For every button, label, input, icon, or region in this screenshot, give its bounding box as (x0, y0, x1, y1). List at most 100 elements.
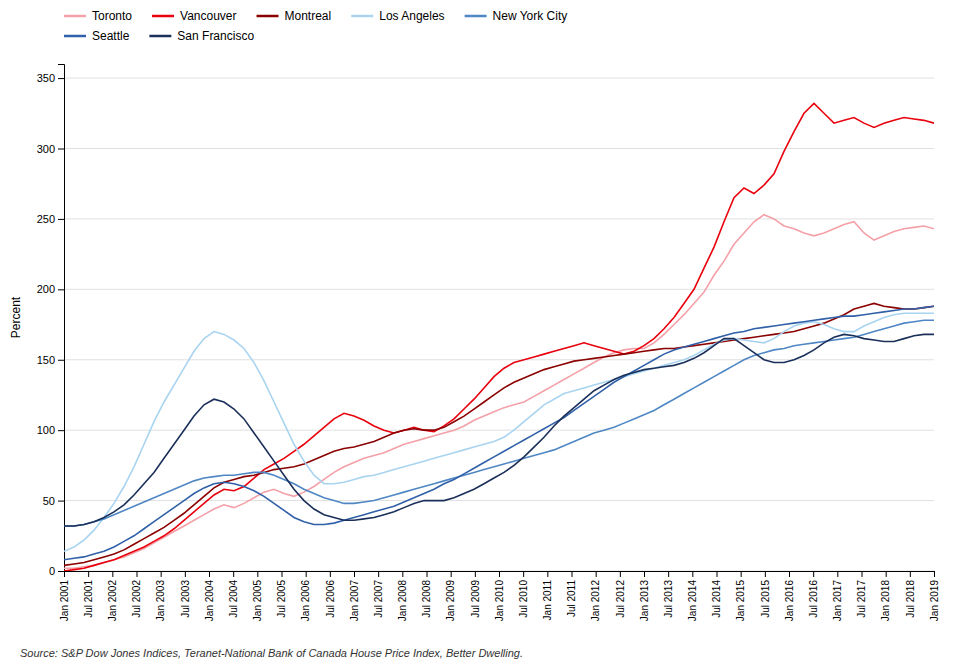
x-tick: Jan 2009 (445, 571, 456, 621)
x-tick: Jan 2018 (880, 571, 891, 621)
x-tick-mark (306, 571, 307, 577)
x-tick-mark (813, 571, 814, 577)
x-tick-label: Jan 2010 (494, 580, 505, 622)
legend-item: Montreal (257, 9, 332, 23)
legend-label: Seattle (92, 29, 130, 43)
x-tick-mark (668, 571, 669, 577)
y-tick-mark (58, 430, 64, 431)
x-tick-mark (161, 571, 162, 577)
x-tick-mark (523, 571, 524, 577)
x-tick-mark (88, 571, 89, 577)
y-axis-title: Percent (9, 296, 23, 338)
x-tick: Jul 2015 (760, 571, 771, 618)
y-tick-mark (58, 289, 64, 290)
x-tick-label: Jul 2006 (325, 580, 336, 618)
y-tick: 0 (49, 565, 64, 577)
x-tick: Jul 2018 (905, 571, 916, 618)
x-tick: Jul 2011 (566, 571, 577, 617)
x-tick-label: Jan 2008 (397, 580, 408, 622)
x-tick-mark (837, 571, 838, 577)
x-tick-mark (112, 571, 113, 577)
x-tick: Jul 2012 (615, 571, 626, 618)
series-line (64, 313, 934, 551)
y-tick-mark (58, 360, 64, 361)
x-tick-mark (499, 571, 500, 577)
x-tick: Jan 2012 (590, 571, 601, 621)
y-tick-mark (58, 571, 64, 572)
y-tick-mark (58, 78, 64, 79)
x-tick-mark (862, 571, 863, 577)
y-tick: 50 (43, 495, 64, 507)
annotation: Source: S&P Dow Jones Indices, Teranet-N… (20, 647, 523, 659)
x-tick: Jan 2007 (349, 571, 360, 621)
x-tick-label: Jul 2004 (228, 580, 239, 618)
x-tick-mark (572, 571, 573, 577)
legend-swatch (64, 15, 86, 18)
x-tick: Jul 2010 (518, 571, 529, 618)
x-tick: Jul 2004 (228, 571, 239, 618)
series-line (64, 303, 934, 565)
y-axis: 050100150200250300350 (37, 65, 65, 578)
x-tick-label: Jul 2002 (131, 580, 142, 618)
x-tick-mark (402, 571, 403, 577)
legend-item: Vancouver (152, 9, 236, 23)
legend-item: Seattle (64, 29, 130, 43)
x-tick-label: Jul 2007 (373, 580, 384, 618)
series-line (64, 320, 934, 526)
x-tick-label: Jul 2010 (518, 580, 529, 618)
x-tick-label: Jan 2007 (349, 580, 360, 622)
y-tick-label: 200 (37, 283, 55, 295)
legend-item: Los Angeles (351, 9, 444, 23)
legend-swatch (351, 15, 373, 18)
legend-label: Montreal (285, 9, 332, 23)
series-line (64, 306, 934, 560)
x-tick-label: Jan 2018 (880, 580, 891, 622)
x-tick: Jan 2001 (59, 571, 70, 621)
x-axis: Jan 2001Jul 2001Jan 2002Jul 2002Jan 2003… (59, 571, 940, 621)
x-tick-mark (547, 571, 548, 577)
y-tick-label: 0 (49, 565, 55, 577)
y-tick-label: 300 (37, 143, 55, 155)
x-tick: Jul 2017 (856, 571, 867, 618)
x-axis-line (65, 572, 935, 578)
legend-label: San Francisco (177, 29, 254, 43)
y-tick-mark (58, 501, 64, 502)
legend-swatch (152, 15, 174, 18)
x-tick-label: Jan 2019 (929, 580, 940, 622)
x-tick-label: Jan 2003 (155, 580, 166, 622)
x-tick-mark (789, 571, 790, 577)
x-tick: Jan 2010 (494, 571, 505, 621)
x-tick-label: Jul 2003 (180, 580, 191, 618)
series-line (64, 334, 934, 526)
y-tick-mark (58, 149, 64, 150)
x-tick-label: Jul 2012 (615, 580, 626, 618)
x-tick-mark (185, 571, 186, 577)
x-tick: Jul 2005 (276, 571, 287, 618)
legend-item: San Francisco (149, 29, 254, 43)
x-tick-mark (717, 571, 718, 577)
chart: Jan 2001Jul 2001Jan 2002Jul 2002Jan 2003… (0, 0, 960, 667)
legend-item: New York City (465, 9, 568, 23)
x-tick-label: Jul 2014 (711, 580, 722, 618)
x-tick-mark (910, 571, 911, 577)
legend-swatch (465, 15, 487, 18)
x-tick-mark (378, 571, 379, 577)
x-tick-label: Jul 2011 (566, 580, 577, 618)
y-tick: 300 (37, 143, 64, 155)
x-tick: Jan 2005 (252, 571, 263, 621)
x-tick-label: Jul 2016 (808, 580, 819, 618)
x-tick: Jul 2001 (83, 571, 94, 618)
grid-line (64, 289, 934, 290)
x-tick-mark (644, 571, 645, 577)
x-tick-mark (209, 571, 210, 577)
y-tick: 200 (37, 283, 64, 295)
grid (64, 78, 934, 571)
x-tick-label: Jan 2001 (59, 580, 70, 622)
x-tick-mark (257, 571, 258, 577)
x-tick-label: Jan 2009 (445, 580, 456, 622)
y-axis-line (58, 65, 65, 572)
legend-label: Toronto (92, 9, 132, 23)
x-tick-label: Jul 2015 (760, 580, 771, 618)
x-tick-mark (282, 571, 283, 577)
x-tick-mark (137, 571, 138, 577)
